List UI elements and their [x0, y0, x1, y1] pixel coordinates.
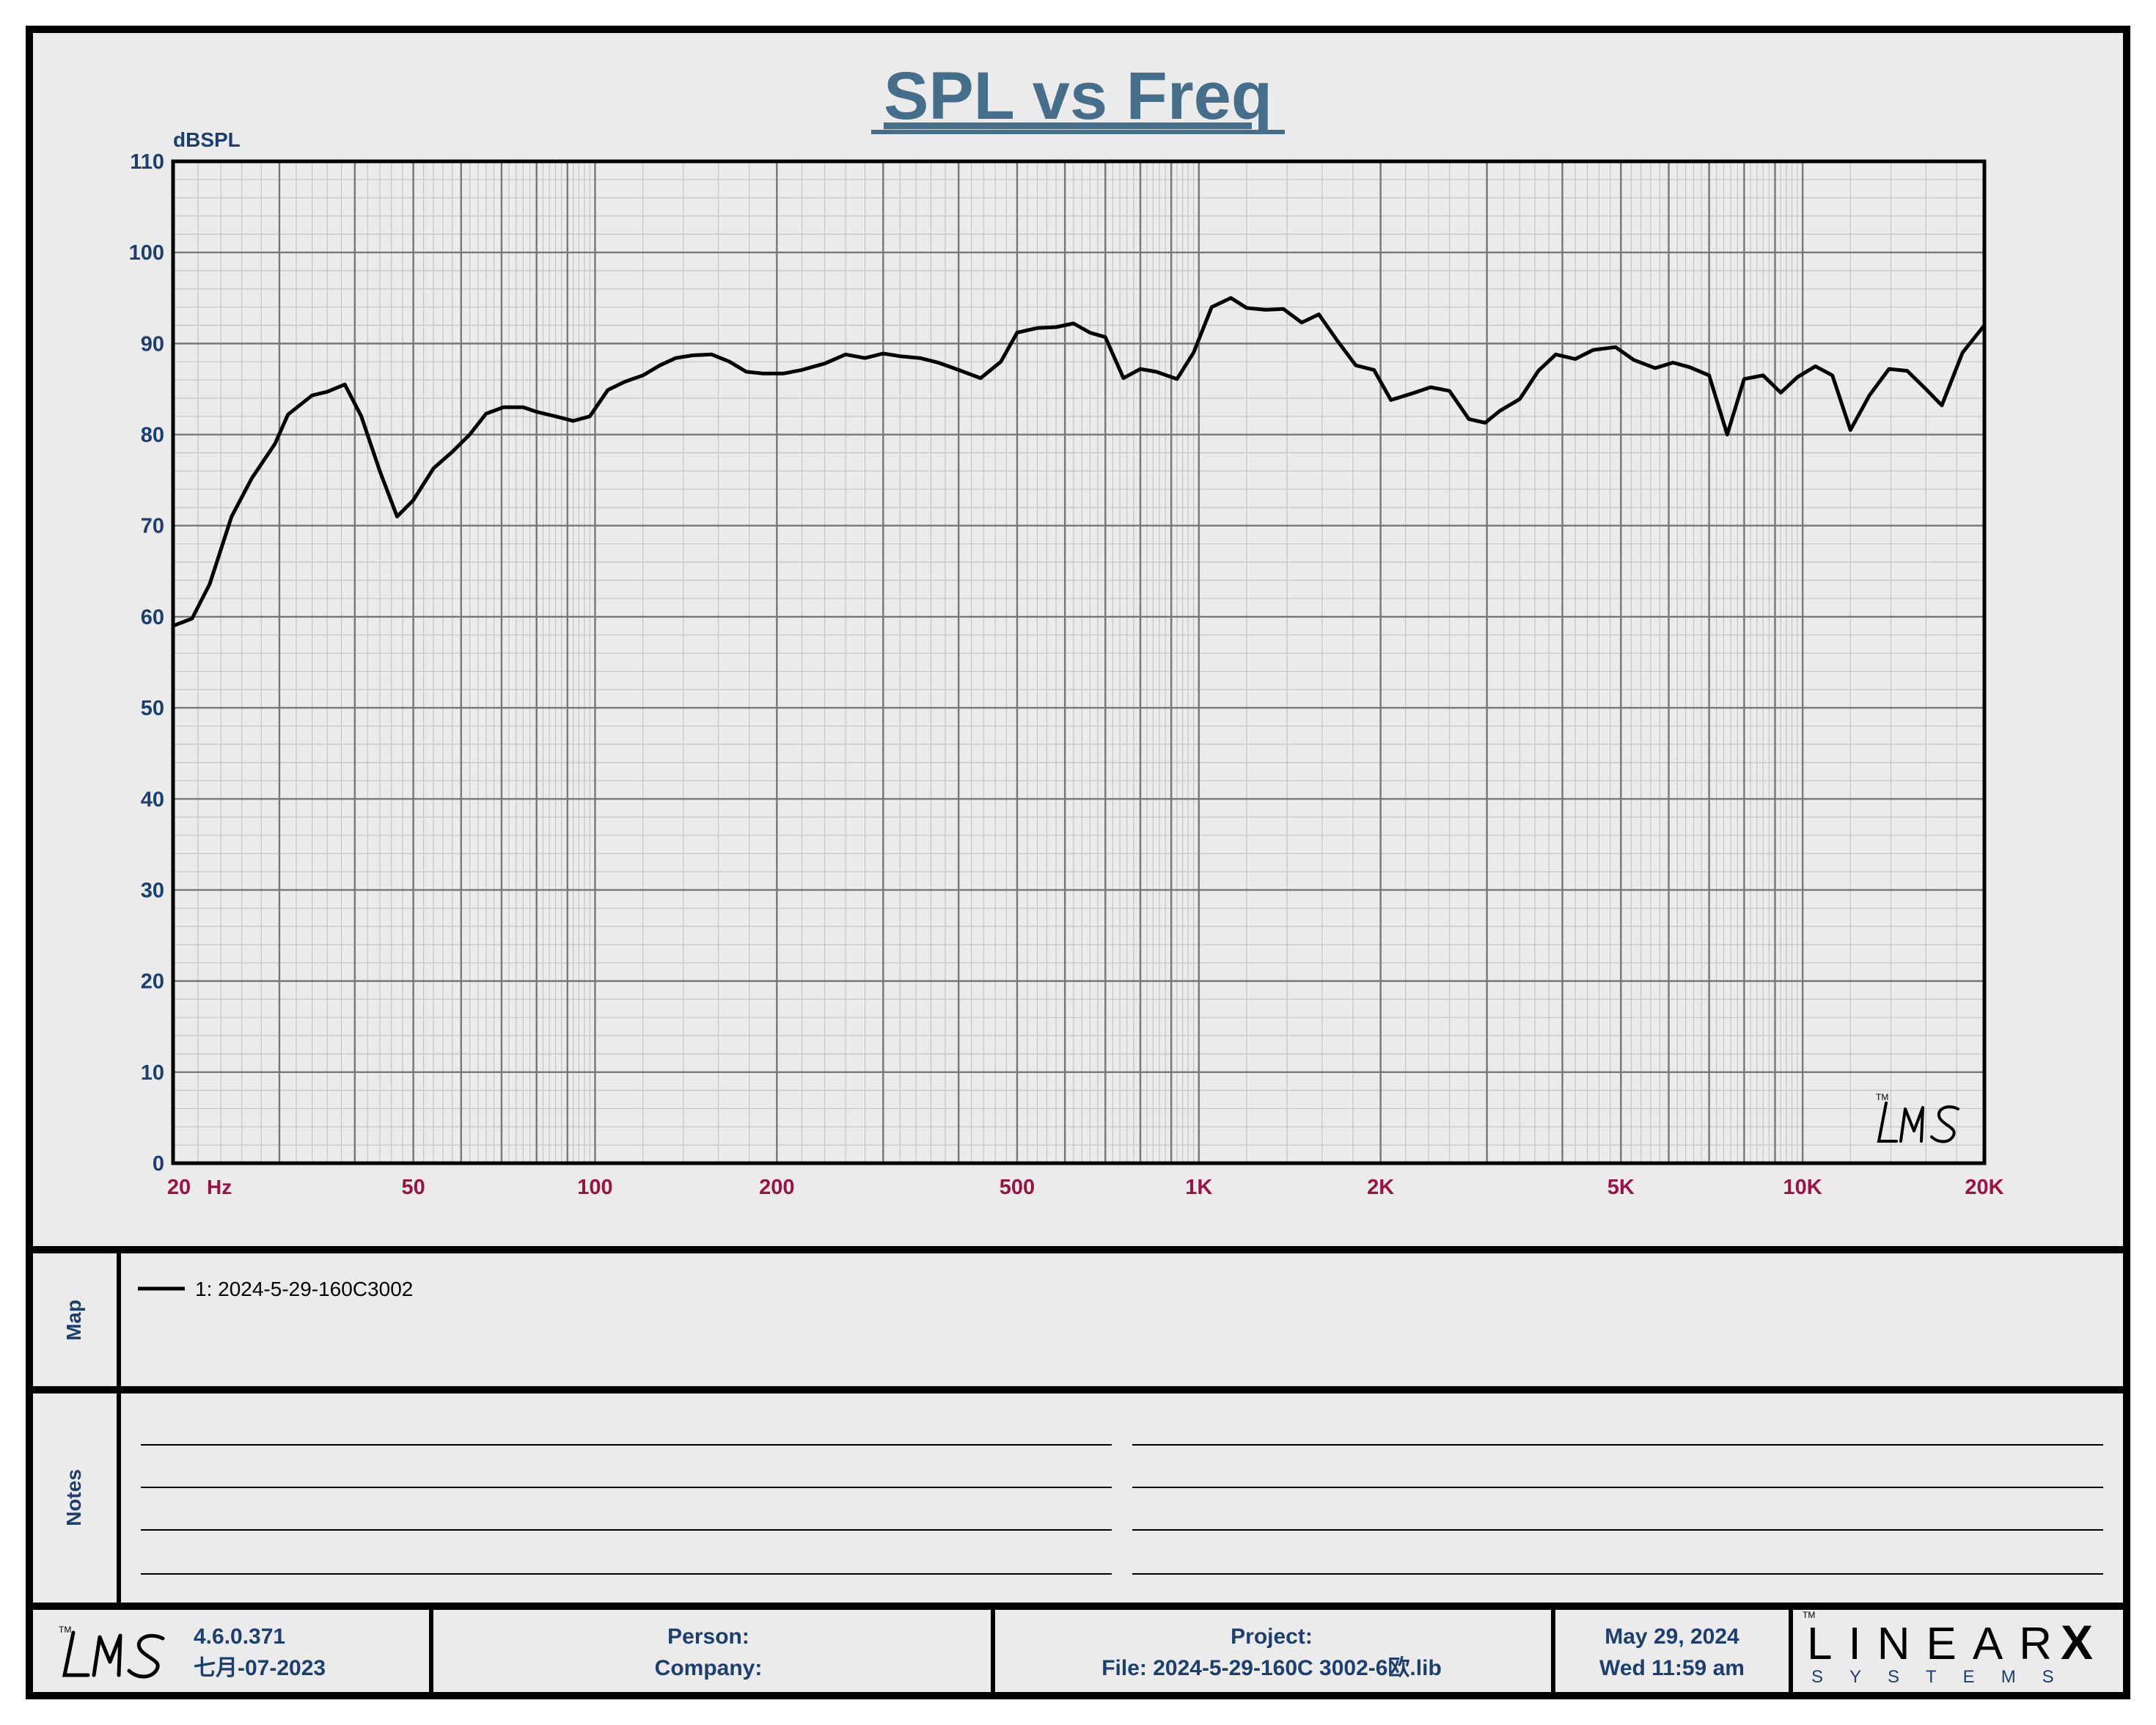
y-tick-label: 70 [141, 515, 164, 538]
y-tick-label: 90 [141, 332, 164, 356]
plot-area [173, 161, 1984, 1163]
grid-minor [173, 161, 1984, 1163]
project-label: Project: [1231, 1625, 1313, 1649]
note-lines [141, 1444, 2103, 1575]
lms-footer-logo: TM [59, 1625, 165, 1679]
map-label: Map [62, 1300, 85, 1341]
y-tick-labels: 0 10 20 30 40 50 60 70 80 90 100 110 [129, 150, 164, 1176]
x-tick-labels: 20 50 100 200 500 1K 2K 5K 10K 20K [167, 1176, 2004, 1199]
y-tick-label: 110 [130, 150, 164, 174]
notes-label: Notes [62, 1469, 85, 1526]
x-tick-label: 20 [167, 1176, 191, 1199]
y-tick-label: 80 [141, 424, 164, 447]
file-label: File: 2024-5-29-160C 3002-6欧.lib [1101, 1656, 1442, 1680]
svg-text:TM: TM [1803, 1610, 1815, 1620]
company-label: Company: [655, 1656, 763, 1680]
y-tick-label: 20 [141, 970, 164, 994]
y-tick-label: 100 [129, 241, 164, 265]
x-tick-label: 10K [1783, 1176, 1822, 1199]
version-text: 4.6.0.371 [194, 1625, 285, 1649]
report-time: Wed 11:59 am [1599, 1656, 1745, 1680]
x-tick-label: 50 [402, 1176, 425, 1199]
build-date-text: 七月-07-2023 [194, 1656, 326, 1680]
x-tick-label: 1K [1185, 1176, 1212, 1199]
lms-watermark-logo: TM [1876, 1092, 1959, 1143]
footer: TM 4.6.0.371 七月-07-2023 Person: Company:… [59, 1606, 2093, 1696]
brand-linear: LINEAR [1807, 1619, 2068, 1669]
y-tick-label: 60 [141, 606, 164, 629]
chart-title: SPL vs Freq [884, 59, 1272, 133]
x-tick-label: 5K [1607, 1176, 1635, 1199]
brand-x: X [2061, 1615, 2093, 1669]
y-tick-label: 10 [141, 1061, 164, 1085]
map-panel: Map 1: 2024-5-29-160C3002 [62, 1250, 413, 1390]
y-tick-label: 40 [141, 788, 164, 811]
y-tick-label: 50 [141, 697, 164, 720]
y-tick-label: 0 [153, 1152, 164, 1176]
report-date: May 29, 2024 [1605, 1625, 1739, 1649]
x-tick-label: 200 [759, 1176, 794, 1199]
x-tick-label: 500 [1000, 1176, 1035, 1199]
x-unit-label: Hz [207, 1176, 232, 1198]
series-layer [171, 296, 1987, 628]
notes-panel: Notes [62, 1390, 2103, 1606]
plot-border [171, 159, 1987, 1165]
x-tick-label: 100 [577, 1176, 612, 1199]
svg-text:TM: TM [59, 1625, 71, 1635]
y-tick-label: 30 [141, 879, 164, 902]
series-line [171, 296, 1987, 628]
legend-entry: 1: 2024-5-29-160C3002 [195, 1278, 413, 1300]
x-tick-label: 20K [1965, 1176, 2003, 1199]
linearx-brand-logo: TM LINEAR X SYSTEMS [1803, 1610, 2093, 1687]
y-axis-label: dBSPL [173, 128, 241, 151]
brand-systems: SYSTEMS [1811, 1667, 2080, 1687]
person-label: Person: [667, 1625, 749, 1649]
chart-panel: SPL vs Freq dBSPL 0 10 20 30 40 50 60 70 80 90 100… [129, 59, 2004, 1199]
x-tick-label: 2K [1367, 1176, 1394, 1199]
svg-text:TM: TM [1876, 1092, 1888, 1102]
